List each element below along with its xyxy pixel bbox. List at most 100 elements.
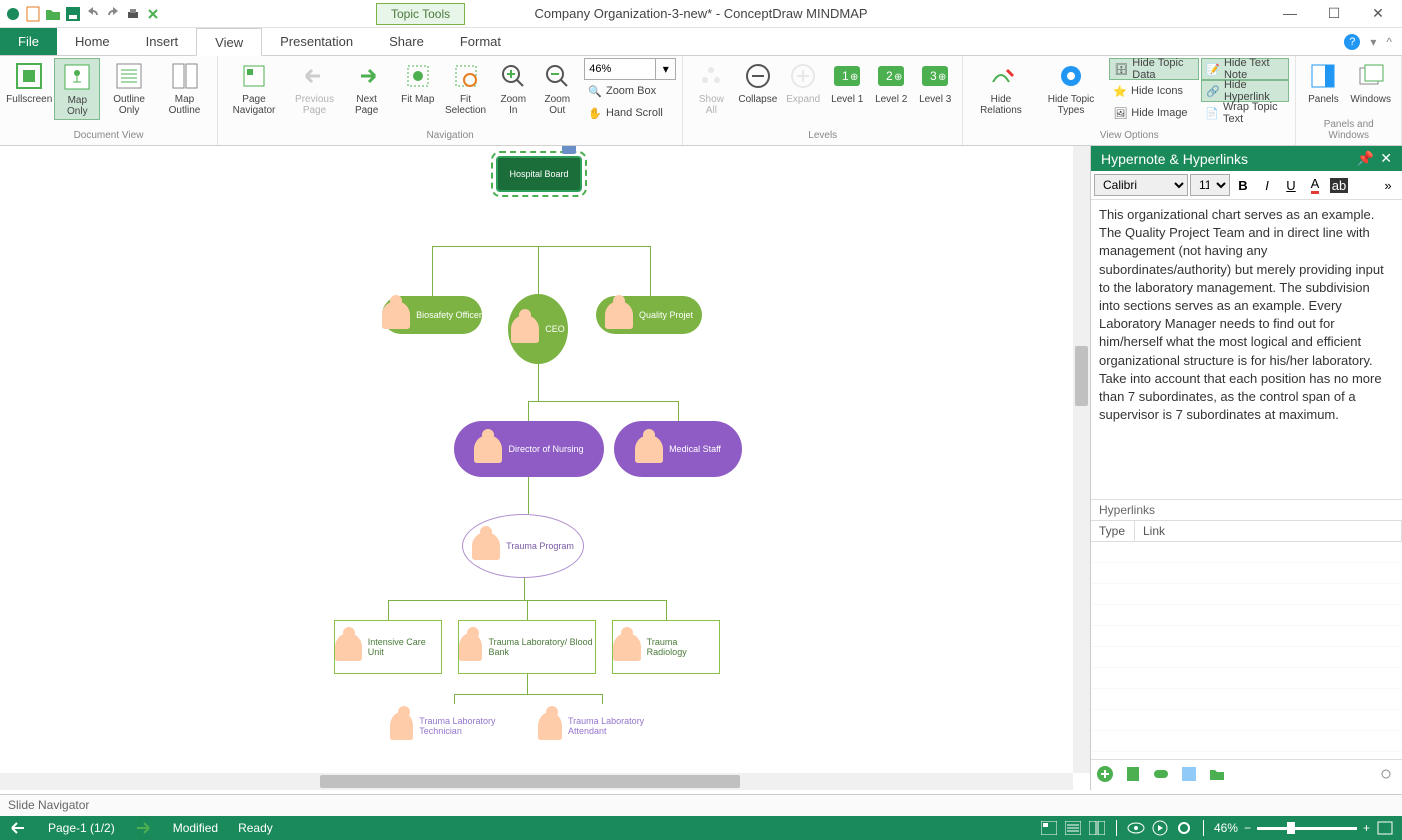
org-node-medical[interactable]: Medical Staff [614, 421, 742, 477]
zoom-status[interactable]: 46% [1214, 821, 1238, 835]
italic-button[interactable]: I [1256, 174, 1278, 196]
next-page-status[interactable] [125, 822, 163, 834]
collapse-button[interactable]: Collapse [735, 58, 780, 107]
slide-navigator-bar[interactable]: Slide Navigator [0, 794, 1402, 816]
show-all-button[interactable]: Show All [689, 58, 733, 118]
tab-home[interactable]: Home [57, 28, 128, 55]
view-mode2-icon[interactable] [1064, 819, 1082, 837]
hide-image-button[interactable]: 🖼Hide Image [1109, 102, 1199, 124]
fit-selection-button[interactable]: Fit Selection [441, 58, 491, 118]
fullscreen-button[interactable]: Fullscreen [6, 58, 52, 107]
level1-button[interactable]: 1⊕ Level 1 [826, 58, 868, 107]
pin-icon[interactable]: 📌 [1357, 150, 1374, 167]
close-panel-icon[interactable]: ✕ [1380, 150, 1392, 167]
zoom-input[interactable] [585, 59, 655, 79]
font-size-select[interactable]: 11 [1190, 174, 1230, 196]
font-color-button[interactable]: A [1304, 174, 1326, 196]
eye-icon[interactable] [1127, 819, 1145, 837]
save-icon[interactable] [64, 5, 82, 23]
app-icon[interactable] [4, 5, 22, 23]
vertical-scrollbar[interactable] [1073, 146, 1090, 773]
add-link-icon[interactable] [1095, 764, 1117, 786]
canvas-area[interactable]: Hospital Board Biosafety Officer CEO Qualit… [0, 146, 1090, 790]
prev-page-status[interactable] [0, 822, 38, 834]
page-indicator[interactable]: Page-1 (1/2) [38, 821, 125, 835]
panels-button[interactable]: Panels [1302, 58, 1344, 107]
org-node-ceo[interactable]: CEO [508, 294, 568, 364]
redo-icon[interactable] [104, 5, 122, 23]
view-mode3-icon[interactable] [1088, 819, 1106, 837]
expand-button[interactable]: Expand [782, 58, 824, 107]
fit-map-button[interactable]: Fit Map [397, 58, 439, 107]
hide-relations-button[interactable]: Hide Relations [969, 58, 1032, 118]
bold-button[interactable]: B [1232, 174, 1254, 196]
tab-format[interactable]: Format [442, 28, 519, 55]
hide-hyperlink-button[interactable]: 🔗Hide Hyperlink [1201, 80, 1289, 102]
previous-page-button[interactable]: Previous Page [286, 58, 343, 118]
hide-topic-data-button[interactable]: 🗄Hide Topic Data [1109, 58, 1199, 80]
level2-button[interactable]: 2⊕ Level 2 [870, 58, 912, 107]
font-family-select[interactable]: Calibri [1094, 174, 1188, 196]
tab-share[interactable]: Share [371, 28, 442, 55]
org-node-biosafety[interactable]: Biosafety Officer [382, 296, 482, 334]
map-outline-button[interactable]: Map Outline [158, 58, 211, 118]
open-icon[interactable] [44, 5, 62, 23]
maximize-button[interactable]: ☐ [1324, 5, 1344, 22]
print-icon[interactable] [124, 5, 142, 23]
add-image-link-icon[interactable] [1179, 764, 1201, 786]
zoom-box-button[interactable]: 🔍Zoom Box [584, 80, 676, 102]
collapse-ribbon-icon[interactable]: ^ [1386, 35, 1392, 49]
zoom-in-status-icon[interactable]: + [1363, 821, 1370, 835]
chevron-down-icon[interactable]: ▾ [1370, 35, 1376, 49]
expand-toolbar-icon[interactable]: » [1377, 174, 1399, 196]
highlight-button[interactable]: ab [1328, 174, 1350, 196]
undo-icon[interactable] [84, 5, 102, 23]
windows-button[interactable]: Windows [1346, 58, 1395, 107]
org-node-lab_tech[interactable]: Trauma Laboratory Technician [390, 704, 520, 748]
org-node-hospital_board[interactable]: Hospital Board [496, 156, 582, 192]
org-node-icu[interactable]: Intensive Care Unit [334, 620, 442, 674]
org-node-radiology[interactable]: Trauma Radiology [612, 620, 720, 674]
hyperlinks-list[interactable] [1091, 542, 1402, 759]
hide-topic-types-button[interactable]: Hide Topic Types [1035, 58, 1108, 118]
note-textarea[interactable]: This organizational chart serves as an e… [1091, 200, 1402, 500]
play-icon[interactable] [1151, 819, 1169, 837]
help-icon[interactable]: ? [1344, 34, 1360, 50]
chevron-down-icon[interactable]: ▾ [655, 59, 675, 79]
hide-text-note-button[interactable]: 📝Hide Text Note [1201, 58, 1289, 80]
zoom-slider[interactable] [1257, 827, 1357, 830]
level3-button[interactable]: 3⊕ Level 3 [914, 58, 956, 107]
zoom-out-status-icon[interactable]: − [1244, 821, 1251, 835]
file-tab[interactable]: File [0, 28, 57, 55]
add-topic-link-icon[interactable] [1151, 764, 1173, 786]
zoom-out-button[interactable]: Zoom Out [536, 58, 578, 118]
tab-presentation[interactable]: Presentation [262, 28, 371, 55]
wrap-topic-text-button[interactable]: 📄Wrap Topic Text [1201, 102, 1289, 124]
zoom-combo[interactable]: ▾ [584, 58, 676, 80]
minimize-button[interactable]: — [1280, 5, 1300, 22]
hand-scroll-button[interactable]: ✋Hand Scroll [584, 102, 676, 124]
map-only-button[interactable]: Map Only [54, 58, 100, 120]
cut-icon[interactable] [144, 5, 162, 23]
note-indicator-icon[interactable] [562, 146, 576, 154]
org-node-lab_att[interactable]: Trauma Laboratory Attendant [538, 704, 668, 748]
underline-button[interactable]: U [1280, 174, 1302, 196]
tab-insert[interactable]: Insert [128, 28, 197, 55]
next-page-button[interactable]: Next Page [345, 58, 388, 118]
gear-icon[interactable] [1175, 819, 1193, 837]
add-file-link-icon[interactable] [1123, 764, 1145, 786]
new-icon[interactable] [24, 5, 42, 23]
page-navigator-button[interactable]: Page Navigator [224, 58, 284, 118]
org-node-quality[interactable]: Quality Projet [596, 296, 702, 334]
col-link[interactable]: Link [1135, 521, 1402, 541]
tab-view[interactable]: View [196, 28, 262, 56]
contextual-tab-label[interactable]: Topic Tools [376, 3, 465, 25]
add-folder-link-icon[interactable] [1207, 764, 1229, 786]
org-node-nursing[interactable]: Director of Nursing [454, 421, 604, 477]
org-node-lab_blood[interactable]: Trauma Laboratory/ Blood Bank [458, 620, 596, 674]
fit-screen-icon[interactable] [1376, 819, 1394, 837]
horizontal-scrollbar[interactable] [0, 773, 1073, 790]
view-mode1-icon[interactable] [1040, 819, 1058, 837]
link-options-icon[interactable] [1376, 764, 1398, 786]
col-type[interactable]: Type [1091, 521, 1135, 541]
